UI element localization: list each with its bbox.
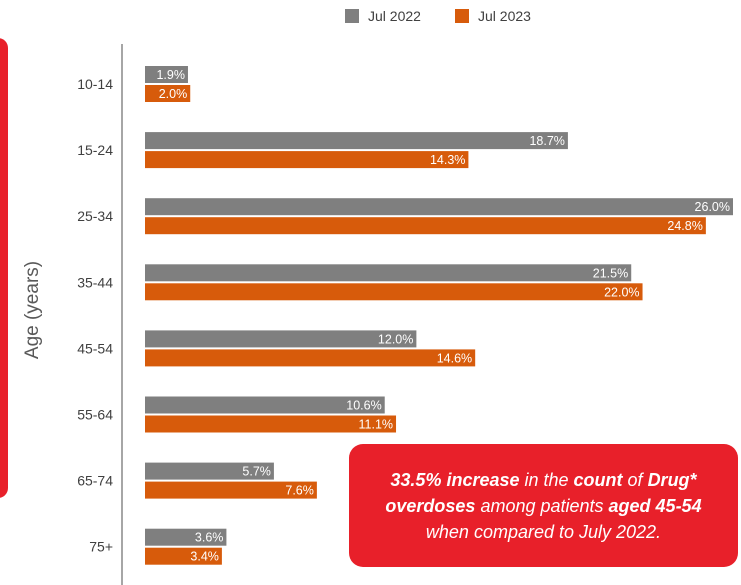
bar-value-label: 24.8% xyxy=(667,219,702,233)
bar-jul-2022 xyxy=(145,66,188,83)
bar-value-label: 21.5% xyxy=(593,266,628,280)
y-tick-label: 55-64 xyxy=(77,407,113,423)
callout-highlight-overdoses: overdoses xyxy=(385,495,476,516)
callout-box: 33.5% increase in the count of Drug* over… xyxy=(349,444,738,567)
callout-text-part: among patients xyxy=(475,495,609,516)
callout-text-part: in the xyxy=(519,469,574,490)
bar-jul-2023 xyxy=(145,85,191,102)
bar-jul-2022 xyxy=(145,132,568,150)
y-tick-label: 75+ xyxy=(89,539,113,555)
callout-text-part: when compared to July 2022. xyxy=(425,521,662,542)
y-tick-label: 45-54 xyxy=(77,340,113,356)
callout-text-part: of xyxy=(622,469,648,490)
bar-value-label: 5.7% xyxy=(242,465,271,479)
y-tick-label: 15-24 xyxy=(77,142,113,158)
legend-item-jul-2022: Jul 2022 xyxy=(345,8,421,24)
legend: Jul 2022 Jul 2023 xyxy=(0,5,741,27)
bar-value-label: 12.0% xyxy=(378,332,413,346)
bar-jul-2022 xyxy=(145,198,733,216)
bar-value-label: 2.0% xyxy=(159,87,188,101)
bar-jul-2023 xyxy=(145,151,469,169)
bar-value-label: 14.6% xyxy=(437,351,472,365)
bar-jul-2022 xyxy=(145,330,417,348)
bar-value-label: 26.0% xyxy=(695,200,730,214)
bar-jul-2022 xyxy=(145,264,632,282)
callout-highlight-increase: 33.5% increase xyxy=(390,469,520,490)
bar-value-label: 3.4% xyxy=(190,550,219,564)
bar-jul-2022 xyxy=(145,396,385,414)
bar-jul-2023 xyxy=(145,415,397,433)
bar-jul-2023 xyxy=(145,547,222,565)
y-tick-label: 65-74 xyxy=(77,473,113,489)
bar-value-label: 14.3% xyxy=(430,153,465,167)
bar-value-label: 7.6% xyxy=(285,484,314,498)
bar-jul-2022 xyxy=(145,462,274,480)
bar-jul-2023 xyxy=(145,349,476,367)
bar-jul-2023 xyxy=(145,481,317,499)
bar-value-label: 3.6% xyxy=(195,531,224,545)
bar-value-label: 18.7% xyxy=(529,134,564,148)
bar-value-label: 22.0% xyxy=(604,285,639,299)
bar-value-label: 11.1% xyxy=(359,418,394,432)
y-tick-label: 25-34 xyxy=(77,208,113,224)
y-tick-label: 35-44 xyxy=(77,274,113,290)
legend-swatch-jul-2022 xyxy=(345,9,359,23)
legend-label-jul-2023: Jul 2023 xyxy=(478,8,531,24)
callout-highlight-age: aged 45-54 xyxy=(608,495,702,516)
bar-jul-2023 xyxy=(145,283,643,301)
legend-label-jul-2022: Jul 2022 xyxy=(368,8,421,24)
left-edge-panel xyxy=(0,38,8,498)
callout-highlight-drug: Drug* xyxy=(647,469,697,490)
bar-value-label: 10.6% xyxy=(346,399,381,413)
legend-item-jul-2023: Jul 2023 xyxy=(455,8,531,24)
bar-value-label: 1.9% xyxy=(156,68,185,82)
bar-jul-2022 xyxy=(145,528,227,546)
callout-text: 33.5% increase in the count of Drug* over… xyxy=(385,467,701,545)
y-tick-label: 10-14 xyxy=(77,76,113,92)
bar-jul-2023 xyxy=(145,217,706,235)
legend-swatch-jul-2023 xyxy=(455,9,469,23)
callout-highlight-count: count xyxy=(573,469,623,490)
